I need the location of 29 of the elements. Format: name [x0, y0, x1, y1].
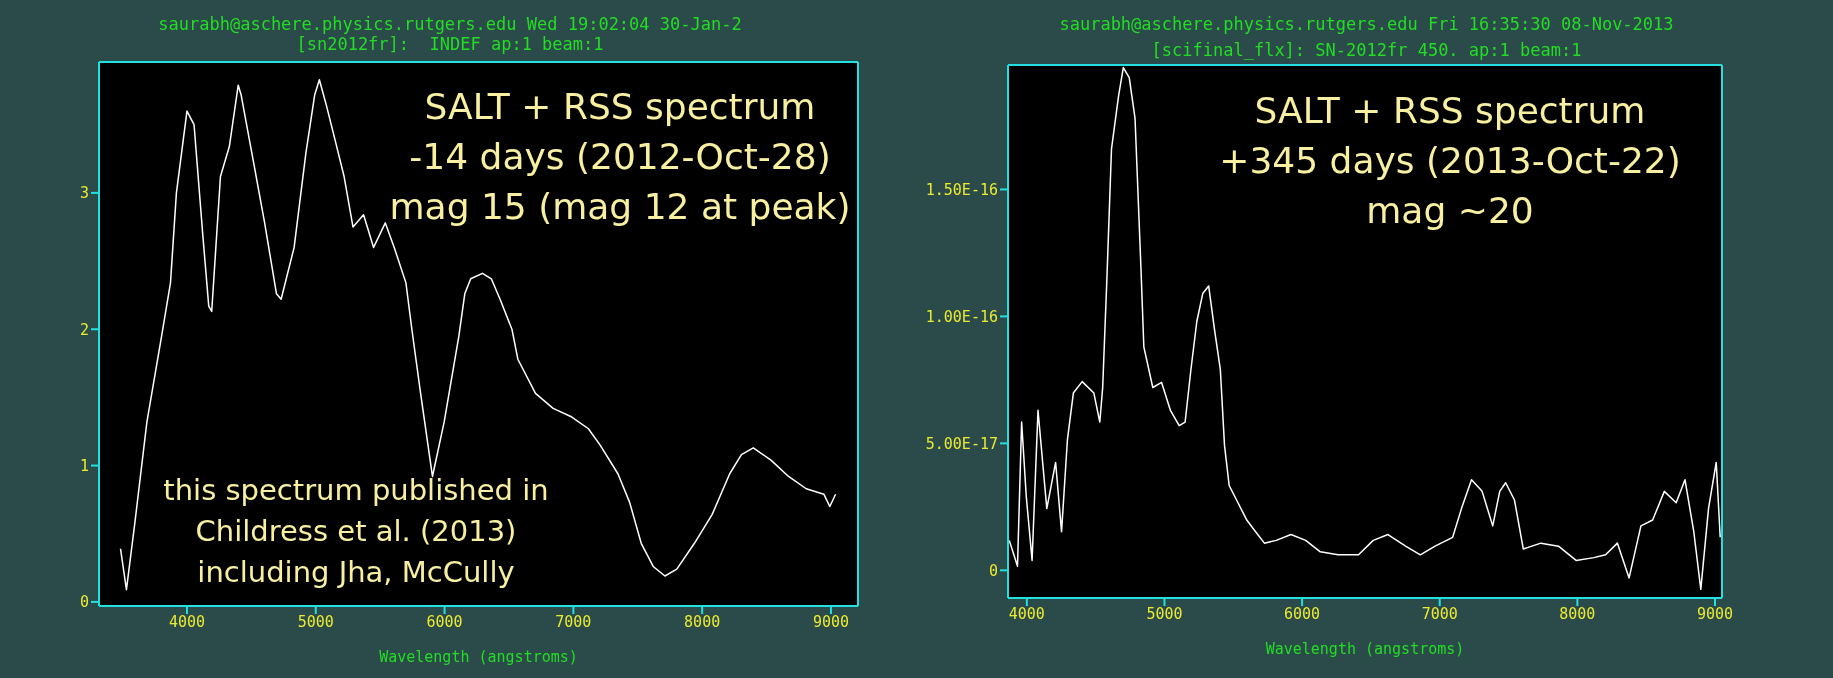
x-axis-title: Wavelength (angstroms)	[379, 648, 578, 666]
x-tick-label: 4000	[1008, 604, 1045, 623]
x-tick-label: 7000	[1421, 604, 1458, 623]
y-tick-label: 2	[79, 320, 89, 339]
chart-subtitle: [scifinal_flx]: SN-2012fr 450. ap:1 beam:1	[1150, 40, 1583, 60]
y-tick-label: 1.50E-16	[925, 180, 998, 199]
annotation: this spectrum published in Childress et al. (2013) including Jha, McCully	[163, 473, 549, 589]
chart-title: saurabh@aschere.physics.rutgers.edu Fri 16:35:30 08-Nov-2013	[1058, 14, 1675, 34]
x-axis-title: Wavelength (angstroms)	[1265, 640, 1465, 658]
chart-title: saurabh@aschere.physics.rutgers.edu Wed 19:02:04 30-Jan-2	[157, 14, 743, 34]
x-tick-label: 8000	[684, 612, 721, 631]
y-tick-label: 1	[79, 456, 89, 475]
y-tick-label: 5.00E-17	[925, 434, 998, 453]
x-tick-label: 7000	[555, 612, 592, 631]
annotation: SALT + RSS spectrum -14 days (2012-Oct-28) mag 15 (mag 12 at peak)	[388, 85, 852, 229]
x-tick-label: 5000	[297, 612, 334, 631]
annotation: SALT + RSS spectrum +345 days (2013-Oct-22) mag ~20	[1218, 89, 1682, 233]
x-tick-label: 5000	[1146, 604, 1183, 623]
x-tick-label: 8000	[1559, 604, 1596, 623]
y-tick-label: 0	[79, 593, 89, 612]
x-tick-label: 9000	[812, 612, 850, 631]
x-tick-label: 6000	[426, 612, 463, 631]
chart-subtitle: [sn2012fr]: INDEF ap:1 beam:1	[295, 34, 605, 54]
y-tick-label: 3	[79, 184, 89, 203]
y-tick-label: 1.00E-16	[925, 307, 998, 326]
y-tick-label: 0	[988, 561, 998, 580]
x-tick-label: 6000	[1284, 604, 1321, 623]
x-tick-label: 9000	[1696, 604, 1734, 623]
x-tick-label: 4000	[168, 612, 206, 631]
